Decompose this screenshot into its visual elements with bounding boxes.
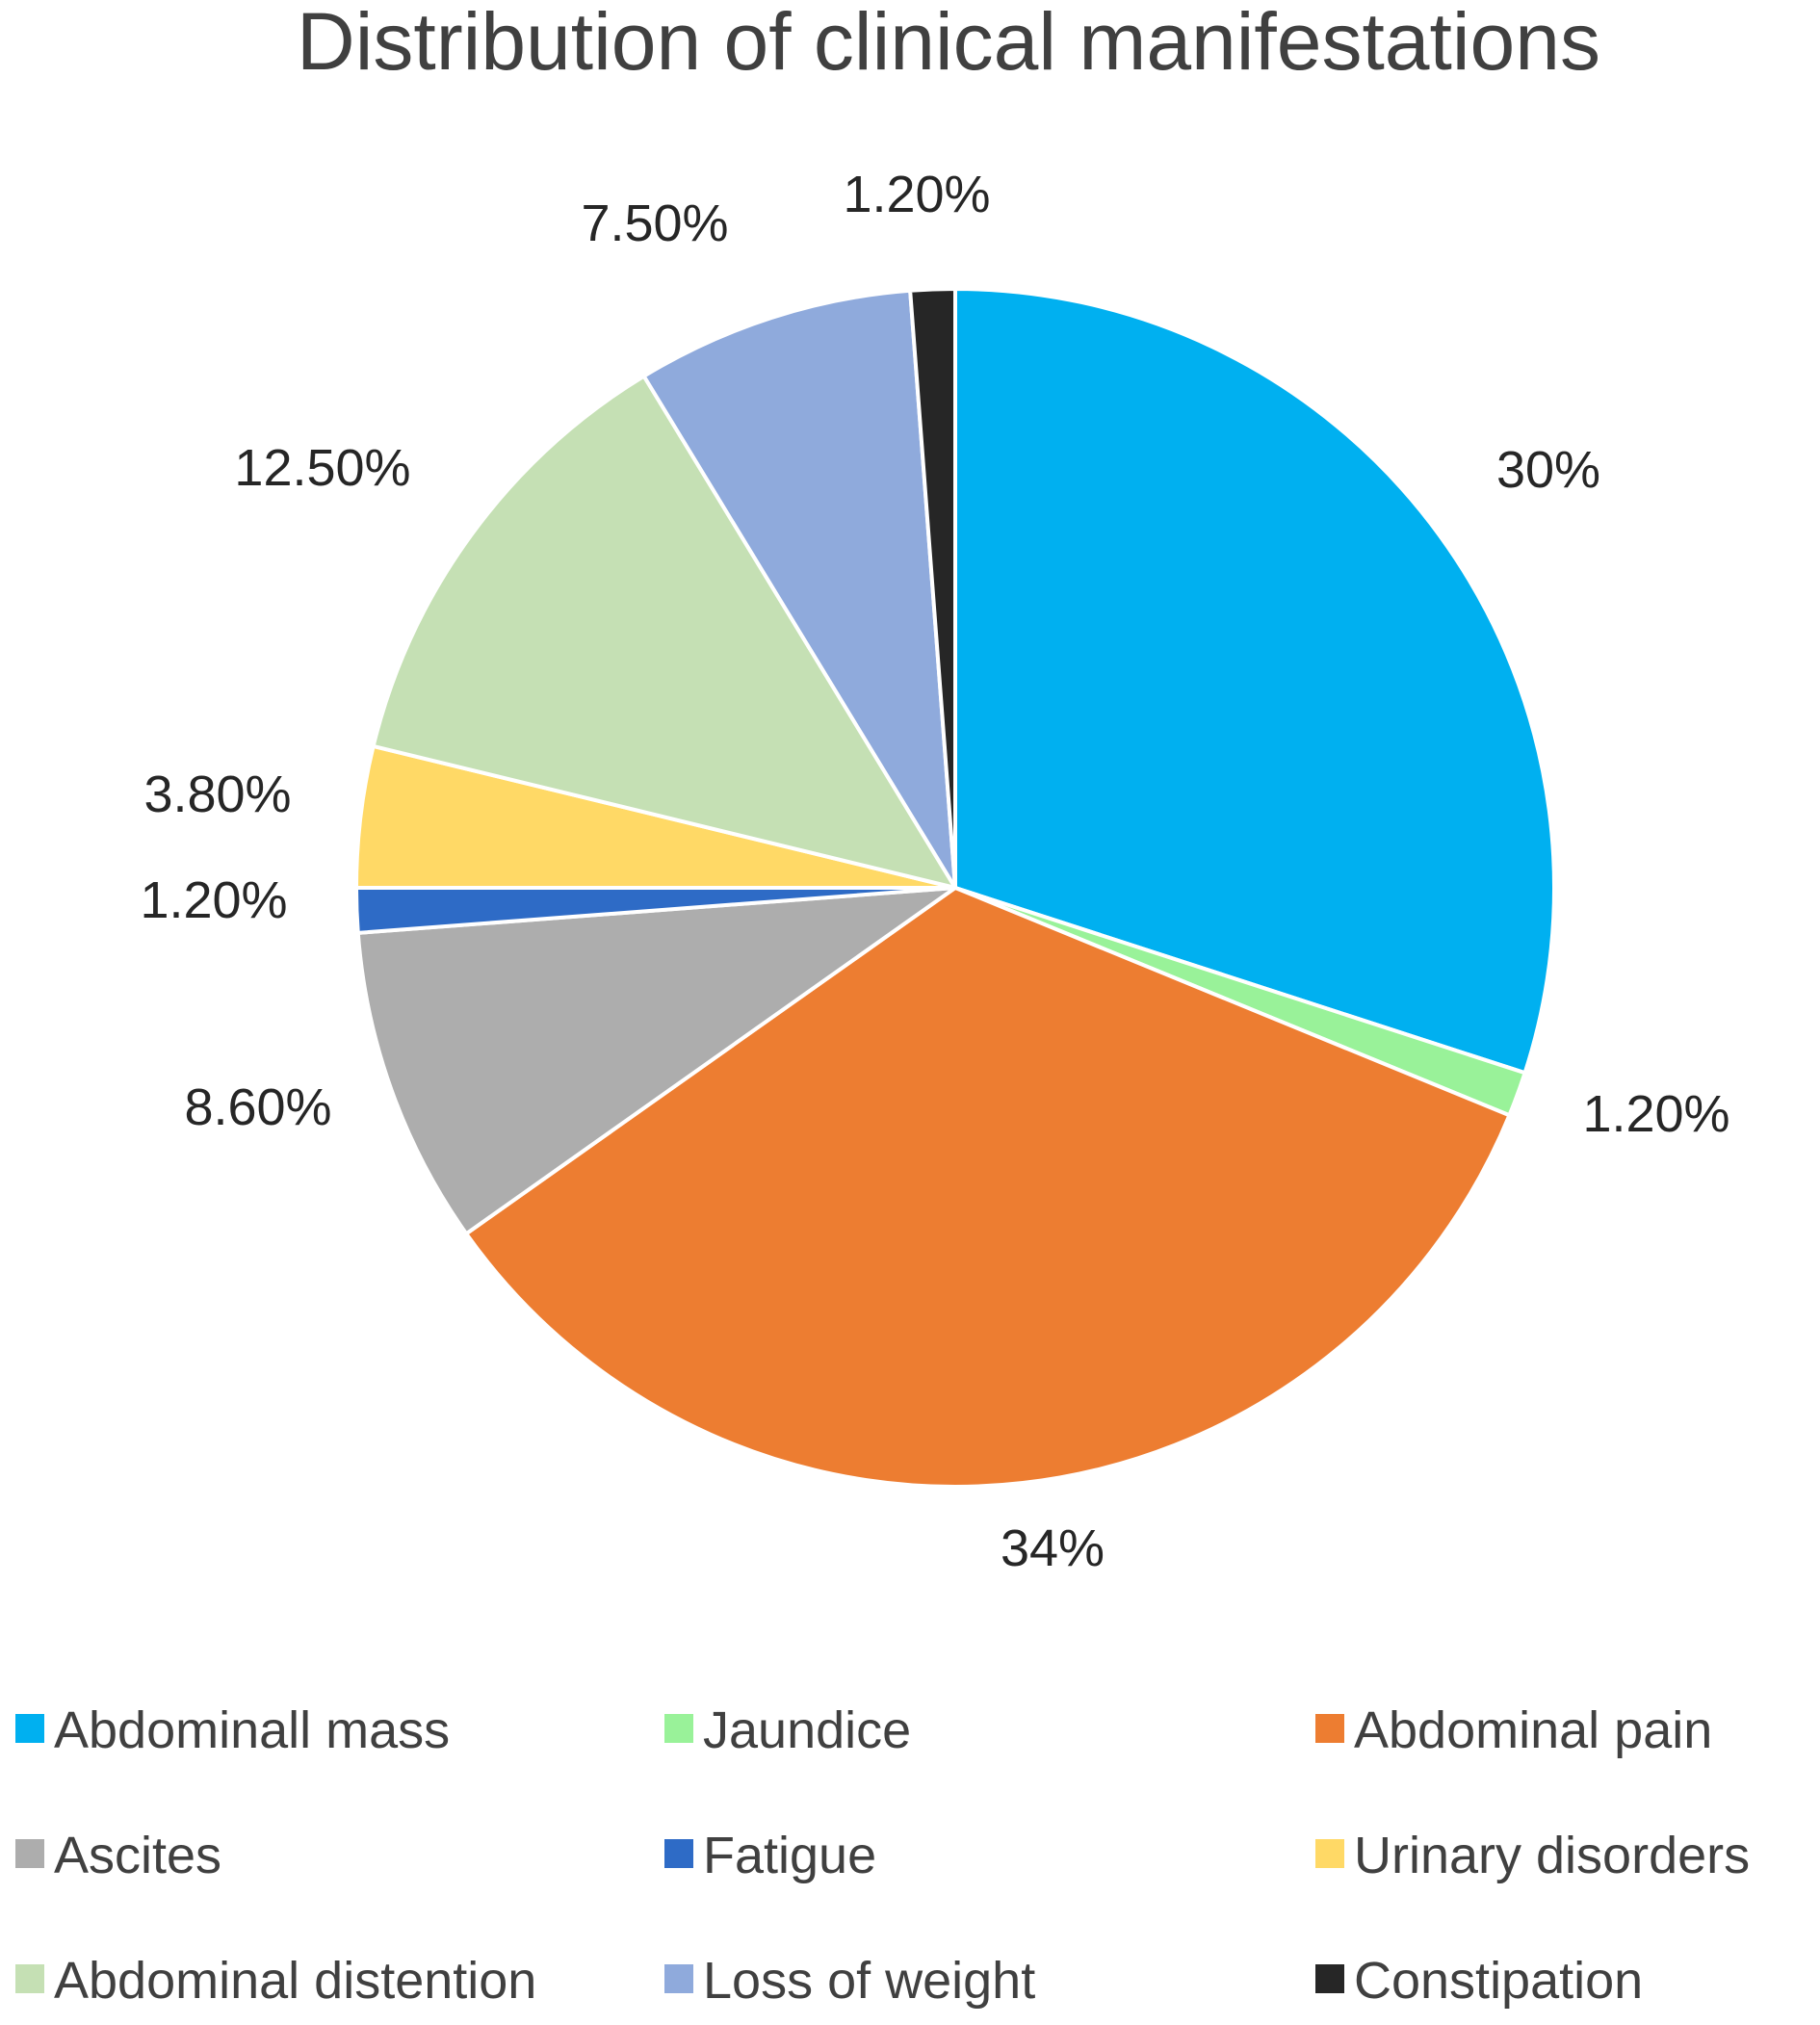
- legend-label: Abdominall mass: [54, 1701, 450, 1759]
- data-label-constipation: 1.20%: [843, 166, 990, 223]
- data-label-jaundice: 1.20%: [1582, 1085, 1729, 1143]
- legend-swatch: [664, 1964, 693, 1993]
- legend-item-ascites: Ascites: [15, 1827, 221, 1884]
- pie-slice-abdominall-mass: [953, 287, 1556, 1076]
- legend-swatch: [15, 1714, 44, 1743]
- data-labels: 30% 1.20% 34% 8.60% 1.20% 3.80% 12.50% 7.50% 1.2…: [140, 166, 1729, 1577]
- legend-swatch: [15, 1839, 44, 1868]
- legend-label: Urinary disorders: [1354, 1827, 1750, 1884]
- pie-slice-loss-of-weight: [641, 288, 957, 890]
- legend: Abdominall mass Jaundice Abdominal pain Asc…: [15, 1701, 1750, 2010]
- pie-slice-constipation: [908, 287, 957, 890]
- legend-label: Ascites: [54, 1827, 221, 1884]
- data-label-abdominall-mass: 30%: [1496, 441, 1600, 499]
- legend-label: Fatigue: [703, 1827, 876, 1884]
- legend-item-loss-of-weight: Loss of weight: [664, 1952, 1035, 2010]
- data-label-abdominal-distention: 12.50%: [234, 439, 410, 497]
- legend-label: Abdominal pain: [1354, 1701, 1712, 1759]
- data-label-abdominal-pain: 34%: [1001, 1519, 1105, 1577]
- pie-slice-ascites: [355, 886, 957, 1236]
- pie-slice-abdominal-pain: [464, 886, 1512, 1489]
- chart-title: Distribution of clinical manifestations: [297, 0, 1600, 87]
- legend-swatch: [1315, 1964, 1344, 1993]
- pie-slice-abdominal-distention: [371, 374, 957, 890]
- legend-item-abdominall-mass: Abdominall mass: [15, 1701, 450, 1759]
- legend-item-abdominal-pain: Abdominal pain: [1315, 1701, 1712, 1759]
- data-label-urinary-disorders: 3.80%: [143, 766, 291, 823]
- legend-item-jaundice: Jaundice: [664, 1701, 911, 1759]
- legend-item-fatigue: Fatigue: [664, 1827, 876, 1884]
- legend-label: Loss of weight: [703, 1952, 1035, 2010]
- legend-item-constipation: Constipation: [1315, 1952, 1643, 2010]
- legend-swatch: [664, 1839, 693, 1868]
- data-label-fatigue: 1.20%: [140, 871, 287, 929]
- legend-label: Abdominal distention: [54, 1952, 536, 2010]
- legend-item-abdominal-distention: Abdominal distention: [15, 1952, 536, 2010]
- legend-item-urinary-disorders: Urinary disorders: [1315, 1827, 1750, 1884]
- legend-label: Jaundice: [703, 1701, 911, 1759]
- pie-slices: [354, 287, 1556, 1489]
- legend-swatch: [664, 1714, 693, 1743]
- data-label-loss-of-weight: 7.50%: [581, 195, 728, 252]
- legend-swatch: [1315, 1839, 1344, 1868]
- legend-label: Constipation: [1354, 1952, 1643, 2010]
- legend-swatch: [1315, 1714, 1344, 1743]
- data-label-ascites: 8.60%: [184, 1078, 331, 1136]
- legend-swatch: [15, 1964, 44, 1993]
